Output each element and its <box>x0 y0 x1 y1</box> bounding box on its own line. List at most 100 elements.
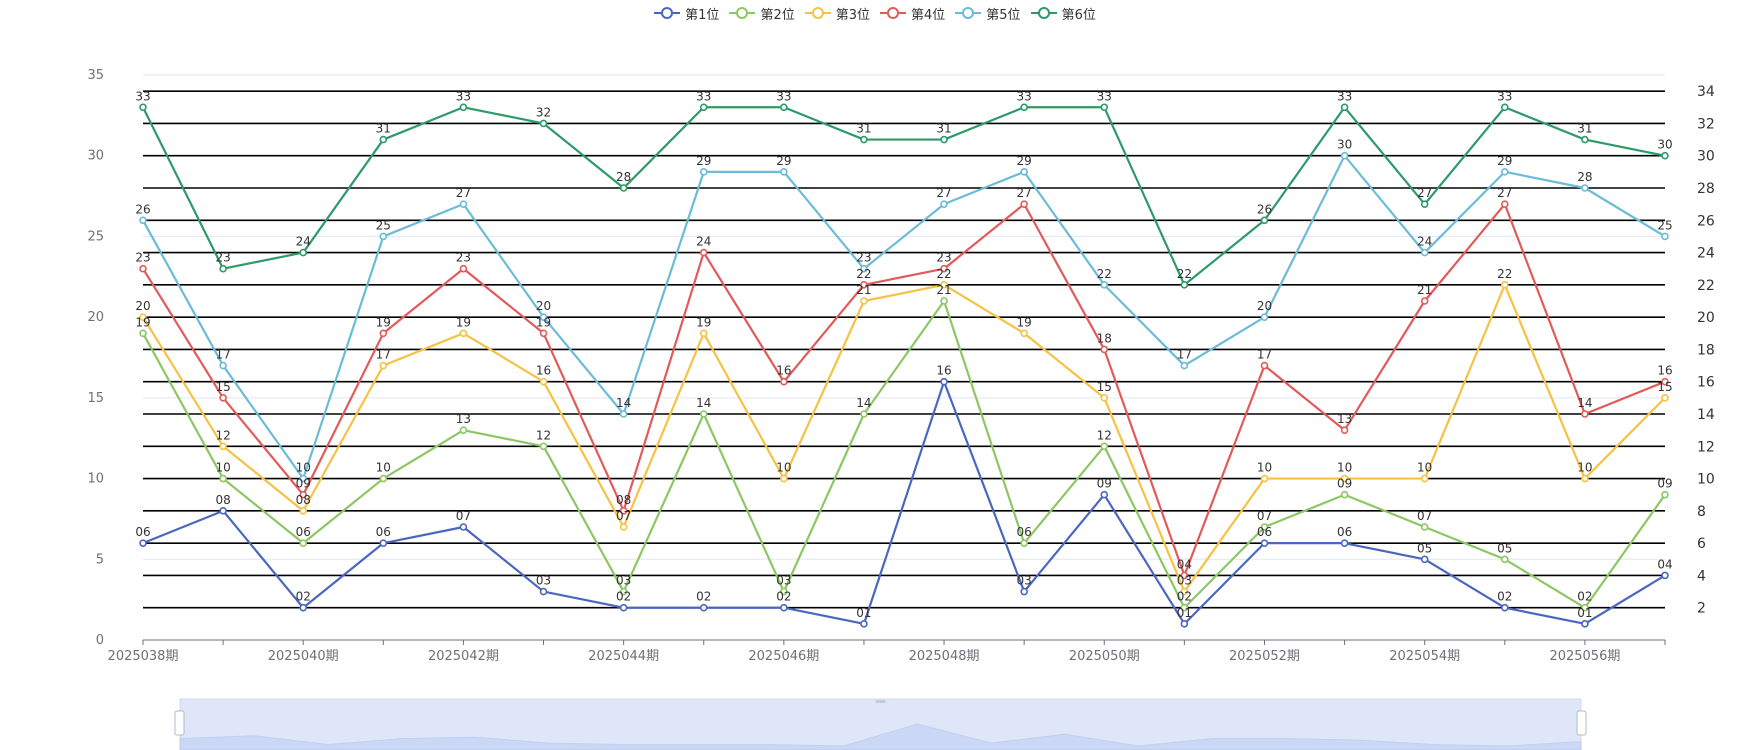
data-point[interactable] <box>1581 184 1589 192</box>
data-point[interactable] <box>699 329 708 338</box>
data-point[interactable] <box>860 620 868 628</box>
data-point[interactable] <box>459 264 468 273</box>
data-point[interactable] <box>139 264 147 273</box>
data-point[interactable] <box>379 232 388 241</box>
data-point[interactable] <box>860 410 868 418</box>
data-point[interactable] <box>1661 377 1669 386</box>
data-point[interactable] <box>1661 490 1669 499</box>
data-point[interactable] <box>299 490 308 499</box>
data-point[interactable] <box>860 297 868 305</box>
data-point[interactable] <box>860 264 868 273</box>
data-point[interactable] <box>219 361 227 370</box>
data-point[interactable] <box>219 442 227 451</box>
data-point[interactable] <box>1420 474 1429 483</box>
data-point[interactable] <box>379 135 388 144</box>
data-point[interactable] <box>1420 555 1429 564</box>
data-point[interactable] <box>1340 474 1349 483</box>
data-point[interactable] <box>619 587 628 596</box>
data-point[interactable] <box>619 523 628 531</box>
zoom-handle-left[interactable] <box>174 710 185 736</box>
data-point[interactable] <box>860 281 868 289</box>
legend-item-6[interactable]: 第6位 <box>1030 4 1096 23</box>
data-point[interactable] <box>459 103 468 112</box>
data-point[interactable] <box>1340 103 1349 112</box>
data-point[interactable] <box>1500 168 1509 176</box>
data-point[interactable] <box>1420 523 1429 531</box>
data-point[interactable] <box>1100 442 1109 451</box>
data-point[interactable] <box>299 603 308 612</box>
data-point[interactable] <box>699 248 708 257</box>
data-point[interactable] <box>1180 571 1189 580</box>
data-point[interactable] <box>459 426 468 434</box>
data-point[interactable] <box>619 410 628 418</box>
data-point[interactable] <box>1581 603 1589 612</box>
data-point[interactable] <box>219 474 227 483</box>
data-point[interactable] <box>940 264 948 273</box>
data-point[interactable] <box>619 603 628 612</box>
data-point[interactable] <box>1100 281 1109 289</box>
data-point[interactable] <box>1020 200 1028 208</box>
zoom-handle-right[interactable] <box>1576 710 1587 736</box>
data-point[interactable] <box>139 103 147 112</box>
data-point[interactable] <box>780 168 788 176</box>
data-point[interactable] <box>1180 587 1189 596</box>
data-point[interactable] <box>539 313 548 321</box>
data-point[interactable] <box>1100 490 1109 499</box>
data-point[interactable] <box>1180 281 1189 289</box>
data-point[interactable] <box>699 410 708 418</box>
data-point[interactable] <box>1340 426 1349 434</box>
data-point[interactable] <box>1180 603 1189 612</box>
data-point[interactable] <box>299 474 308 483</box>
data-point[interactable] <box>1500 555 1509 564</box>
data-point[interactable] <box>1661 394 1669 402</box>
data-point[interactable] <box>1581 474 1589 483</box>
data-point[interactable] <box>1260 313 1269 321</box>
data-point[interactable] <box>379 361 388 370</box>
data-point[interactable] <box>1260 539 1269 547</box>
data-point[interactable] <box>780 377 788 386</box>
data-point[interactable] <box>1661 232 1669 241</box>
data-point[interactable] <box>379 329 388 338</box>
data-point[interactable] <box>1340 151 1349 160</box>
data-point[interactable] <box>1260 474 1269 483</box>
data-point[interactable] <box>1020 587 1028 596</box>
data-point[interactable] <box>619 507 628 515</box>
data-point[interactable] <box>1100 345 1109 354</box>
data-point[interactable] <box>299 248 308 257</box>
data-zoom-slider[interactable] <box>174 698 1587 750</box>
zoom-drag-grip[interactable] <box>875 700 886 703</box>
data-point[interactable] <box>1500 603 1509 612</box>
data-point[interactable] <box>539 442 548 451</box>
data-point[interactable] <box>1020 539 1028 547</box>
data-point[interactable] <box>780 103 788 112</box>
data-point[interactable] <box>299 539 308 547</box>
legend-item-4[interactable]: 第4位 <box>880 4 945 23</box>
data-point[interactable] <box>459 200 468 208</box>
data-point[interactable] <box>1500 200 1509 208</box>
data-point[interactable] <box>1420 200 1429 208</box>
data-point[interactable] <box>219 394 227 402</box>
data-point[interactable] <box>459 523 468 531</box>
data-point[interactable] <box>940 135 948 144</box>
data-point[interactable] <box>379 539 388 547</box>
legend-item-5[interactable]: 第5位 <box>955 4 1021 23</box>
data-point[interactable] <box>1340 490 1349 499</box>
data-point[interactable] <box>1581 410 1589 418</box>
data-point[interactable] <box>940 377 948 386</box>
data-point[interactable] <box>1260 361 1269 370</box>
data-point[interactable] <box>139 539 147 547</box>
data-point[interactable] <box>1180 361 1189 370</box>
data-point[interactable] <box>139 329 147 338</box>
data-point[interactable] <box>1500 281 1509 289</box>
data-point[interactable] <box>1100 103 1109 112</box>
data-point[interactable] <box>379 474 388 483</box>
data-point[interactable] <box>1581 135 1589 144</box>
data-point[interactable] <box>780 603 788 612</box>
data-point[interactable] <box>940 200 948 208</box>
data-point[interactable] <box>219 264 227 273</box>
data-point[interactable] <box>1661 151 1669 160</box>
data-point[interactable] <box>699 103 708 112</box>
data-point[interactable] <box>299 507 308 515</box>
data-point[interactable] <box>940 297 948 305</box>
legend-item-3[interactable]: 第3位 <box>804 4 870 23</box>
